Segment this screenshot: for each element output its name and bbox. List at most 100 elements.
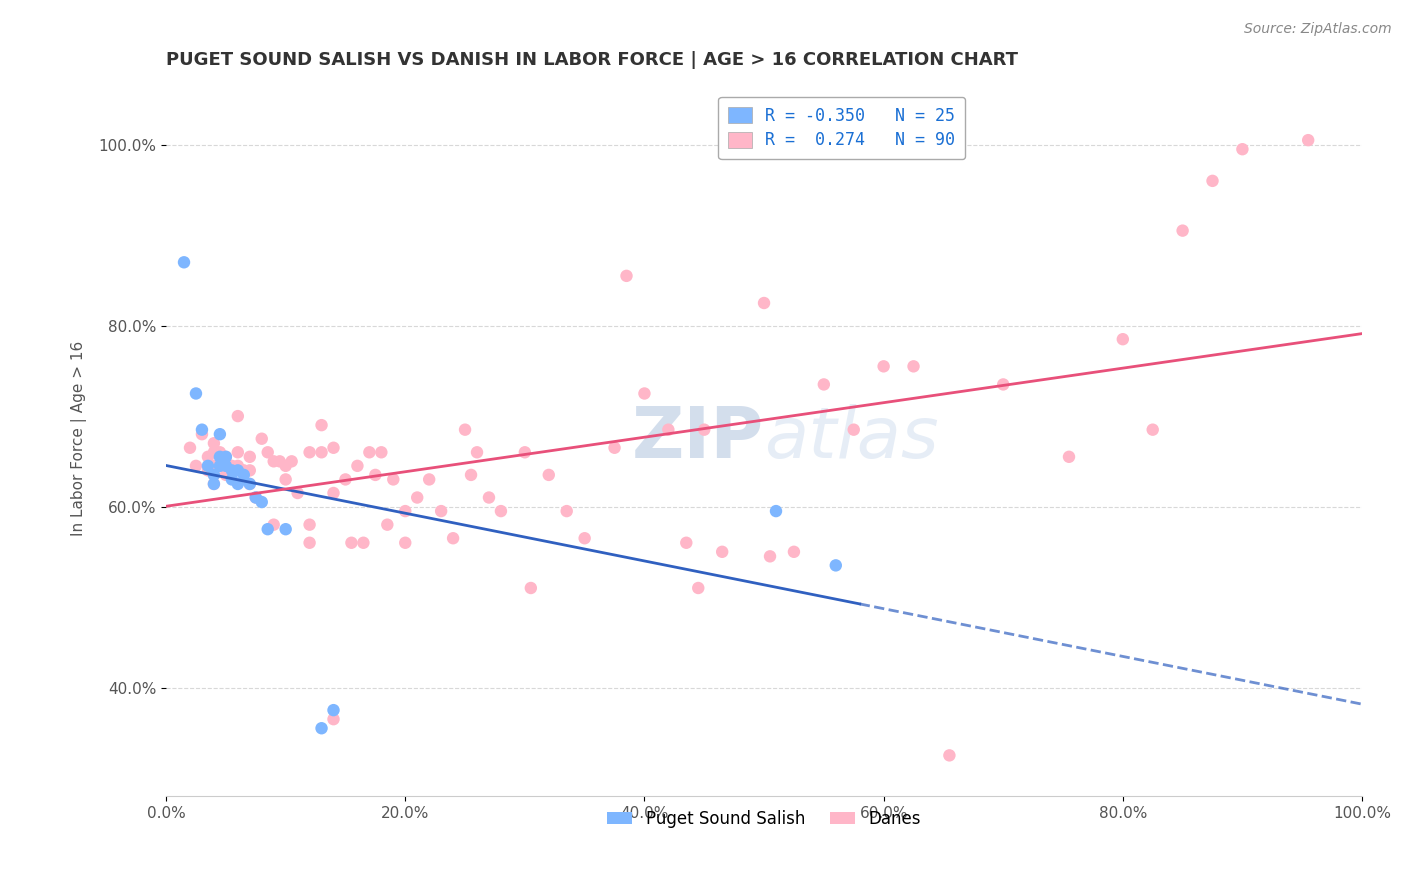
Point	[675, 535, 697, 549]
Point	[693, 423, 716, 437]
Point	[633, 386, 655, 401]
Point	[263, 517, 285, 532]
Point	[657, 423, 679, 437]
Point	[993, 377, 1015, 392]
Point	[239, 450, 262, 464]
Point	[1296, 133, 1319, 147]
Point	[298, 445, 321, 459]
Point	[232, 467, 254, 482]
Point	[711, 545, 734, 559]
Point	[322, 703, 344, 717]
Point	[370, 445, 392, 459]
Point	[184, 386, 207, 401]
Point	[263, 454, 285, 468]
Point	[202, 436, 225, 450]
Point	[274, 472, 297, 486]
Point	[322, 441, 344, 455]
Point	[280, 454, 302, 468]
Point	[555, 504, 578, 518]
Point	[215, 467, 238, 482]
Point	[903, 359, 925, 374]
Point	[250, 432, 273, 446]
Point	[752, 296, 775, 310]
Point	[215, 458, 238, 473]
Point	[359, 445, 381, 459]
Point	[245, 491, 267, 505]
Point	[340, 535, 363, 549]
Point	[460, 467, 482, 482]
Text: atlas: atlas	[763, 404, 939, 474]
Point	[311, 418, 333, 433]
Point	[191, 427, 214, 442]
Point	[221, 472, 243, 486]
Point	[574, 531, 596, 545]
Point	[184, 458, 207, 473]
Point	[430, 504, 453, 518]
Point	[208, 427, 231, 442]
Point	[226, 477, 249, 491]
Point	[520, 581, 543, 595]
Point	[311, 445, 333, 459]
Legend: Puget Sound Salish, Danes: Puget Sound Salish, Danes	[600, 803, 928, 834]
Point	[197, 458, 219, 473]
Point	[352, 535, 374, 549]
Point	[311, 721, 333, 735]
Point	[441, 531, 464, 545]
Text: PUGET SOUND SALISH VS DANISH IN LABOR FORCE | AGE > 16 CORRELATION CHART: PUGET SOUND SALISH VS DANISH IN LABOR FO…	[166, 51, 1018, 69]
Point	[226, 445, 249, 459]
Point	[1142, 423, 1164, 437]
Point	[274, 458, 297, 473]
Point	[298, 535, 321, 549]
Point	[256, 522, 278, 536]
Text: Source: ZipAtlas.com: Source: ZipAtlas.com	[1244, 22, 1392, 37]
Point	[394, 535, 416, 549]
Point	[938, 748, 960, 763]
Point	[239, 463, 262, 477]
Point	[202, 458, 225, 473]
Point	[197, 450, 219, 464]
Point	[759, 549, 782, 564]
Point	[872, 359, 894, 374]
Point	[202, 445, 225, 459]
Point	[287, 486, 309, 500]
Point	[335, 472, 357, 486]
Point	[465, 445, 488, 459]
Point	[221, 463, 243, 477]
Point	[783, 545, 806, 559]
Point	[197, 463, 219, 477]
Point	[842, 423, 865, 437]
Point	[239, 477, 262, 491]
Point	[824, 558, 846, 573]
Point	[418, 472, 440, 486]
Point	[202, 467, 225, 482]
Point	[1171, 224, 1194, 238]
Point	[1232, 142, 1254, 156]
Point	[394, 504, 416, 518]
Point	[202, 477, 225, 491]
Point	[191, 423, 214, 437]
Point	[765, 504, 787, 518]
Point	[274, 522, 297, 536]
Point	[256, 445, 278, 459]
Point	[226, 463, 249, 477]
Point	[269, 454, 291, 468]
Point	[364, 467, 387, 482]
Point	[406, 491, 429, 505]
Point	[226, 409, 249, 423]
Point	[1057, 450, 1080, 464]
Point	[215, 450, 238, 464]
Point	[179, 441, 201, 455]
Point	[813, 377, 835, 392]
Point	[208, 450, 231, 464]
Point	[454, 423, 477, 437]
Point	[688, 581, 710, 595]
Point	[298, 517, 321, 532]
Point	[603, 441, 626, 455]
Point	[202, 467, 225, 482]
Point	[215, 458, 238, 473]
Point	[513, 445, 536, 459]
Point	[1112, 332, 1135, 346]
Point	[215, 450, 238, 464]
Point	[537, 467, 560, 482]
Point	[382, 472, 405, 486]
